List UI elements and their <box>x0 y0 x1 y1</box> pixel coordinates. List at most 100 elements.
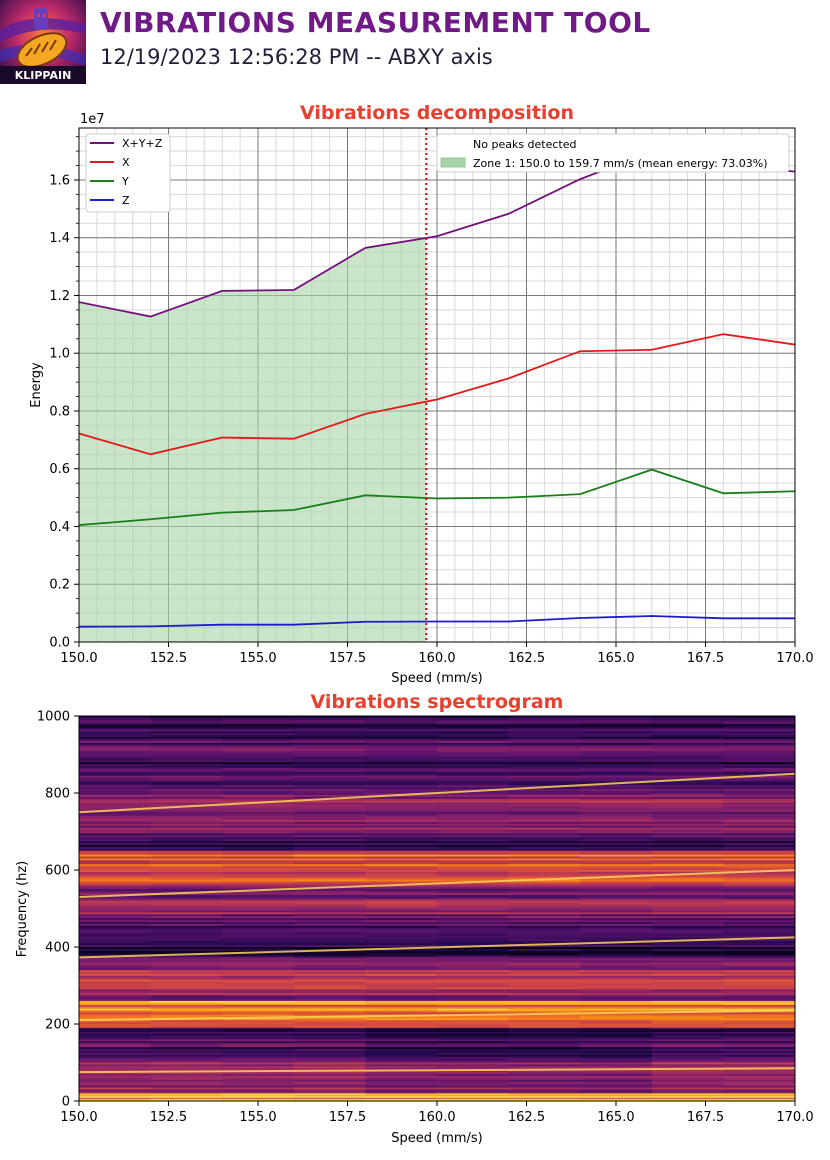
heatmap-cell <box>651 1014 724 1017</box>
heatmap-cell <box>293 827 366 831</box>
heatmap-cell <box>293 873 366 877</box>
heatmap-cell <box>365 1043 438 1046</box>
heatmap-cell <box>723 1060 796 1063</box>
heatmap-cell <box>365 802 438 806</box>
heatmap-cell <box>437 962 510 965</box>
heatmap-cell <box>365 825 438 829</box>
heatmap-cell <box>222 848 295 852</box>
heatmap-cell <box>150 1020 223 1023</box>
heatmap-cell <box>150 808 223 811</box>
heatmap-cell <box>365 912 438 915</box>
heatmap-cell <box>723 725 796 729</box>
heatmap-cell <box>222 737 295 740</box>
heatmap-cell <box>79 791 152 794</box>
heatmap-cell <box>508 793 581 796</box>
heatmap-cell <box>723 1093 796 1096</box>
heatmap-cell <box>723 873 796 877</box>
heatmap-cell <box>651 844 724 848</box>
heatmap-cell <box>365 870 438 873</box>
heatmap-cell <box>651 883 724 886</box>
heatmap-cell <box>79 779 152 782</box>
heatmap-cell <box>79 1079 152 1083</box>
heatmap-cell <box>437 920 510 923</box>
x-tick-label: 165.0 <box>597 1110 634 1125</box>
heatmap-cell <box>508 750 581 754</box>
y-tick-label: 0.6 <box>49 462 70 477</box>
y-tick-label: 1.2 <box>49 289 70 304</box>
heatmap-cell <box>365 841 438 844</box>
heatmap-cell <box>580 779 653 782</box>
heatmap-cell <box>723 764 796 767</box>
heatmap-cell <box>437 995 510 998</box>
heatmap-cell <box>508 1089 581 1092</box>
heatmap-cell <box>651 997 724 1000</box>
heatmap-cell <box>365 1083 438 1087</box>
heatmap-cell <box>150 881 223 884</box>
heatmap-cell <box>365 731 438 734</box>
heatmap-cell <box>79 1008 152 1012</box>
heatmap-cell <box>651 856 724 859</box>
heatmap-cell <box>723 1033 796 1037</box>
heatmap-cell <box>723 883 796 886</box>
heatmap-cell <box>365 1010 438 1013</box>
heatmap-cell <box>150 920 223 923</box>
heatmap-cell <box>222 810 295 813</box>
heatmap-cell <box>508 1074 581 1077</box>
heatmap-cell <box>222 937 295 940</box>
heatmap-cell <box>222 871 295 875</box>
heatmap-cell <box>580 968 653 971</box>
heatmap-cell <box>651 846 724 850</box>
heatmap-cell <box>150 906 223 909</box>
heatmap-cell <box>79 896 152 900</box>
heatmap-cell <box>437 870 510 873</box>
heatmap-cell <box>79 1031 152 1035</box>
heatmap-cell <box>723 950 796 954</box>
heatmap-cell <box>79 923 152 927</box>
heatmap-cell <box>651 868 724 871</box>
heatmap-cell <box>365 852 438 856</box>
heatmap-cell <box>150 783 223 786</box>
heatmap-cell <box>437 814 510 817</box>
heatmap-cell <box>437 887 510 890</box>
heatmap-cell <box>651 771 724 775</box>
heatmap-cell <box>79 793 152 796</box>
heatmap-cell <box>437 1072 510 1075</box>
heatmap-cell <box>723 737 796 740</box>
heatmap-cell <box>723 798 796 802</box>
heatmap-cell <box>580 808 653 811</box>
heatmap-cell <box>293 1081 366 1085</box>
heatmap-cell <box>651 858 724 861</box>
heatmap-cell <box>79 998 152 1002</box>
decomposition-xlabel: Speed (mm/s) <box>391 671 483 686</box>
heatmap-cell <box>580 850 653 854</box>
heatmap-cell <box>651 866 724 869</box>
heatmap-cell <box>651 956 724 960</box>
heatmap-cell <box>365 879 438 883</box>
heatmap-cell <box>723 777 796 781</box>
heatmap-cell <box>723 941 796 944</box>
heatmap-cell <box>508 839 581 842</box>
heatmap-cell <box>79 1022 152 1025</box>
heatmap-cell <box>293 1033 366 1037</box>
heatmap-cell <box>508 954 581 958</box>
heatmap-cell <box>508 1064 581 1067</box>
heatmap-cell <box>437 960 510 963</box>
heatmap-cell <box>150 991 223 994</box>
heatmap-cell <box>580 717 653 721</box>
heatmap-cell <box>79 719 152 723</box>
heatmap-cell <box>222 1022 295 1025</box>
heatmap-cell <box>222 875 295 879</box>
heatmap-cell <box>222 750 295 754</box>
heatmap-cell <box>150 1035 223 1038</box>
heatmap-cell <box>150 754 223 757</box>
heatmap-cell <box>580 762 653 765</box>
heatmap-cell <box>150 975 223 979</box>
heatmap-cell <box>150 1066 223 1069</box>
heatmap-cell <box>508 871 581 875</box>
heatmap-cell <box>580 1041 653 1044</box>
heatmap-cell <box>651 727 724 730</box>
heatmap-cell <box>365 1077 438 1081</box>
heatmap-cell <box>150 1062 223 1065</box>
heatmap-cell <box>580 1072 653 1075</box>
heatmap-cell <box>580 818 653 821</box>
